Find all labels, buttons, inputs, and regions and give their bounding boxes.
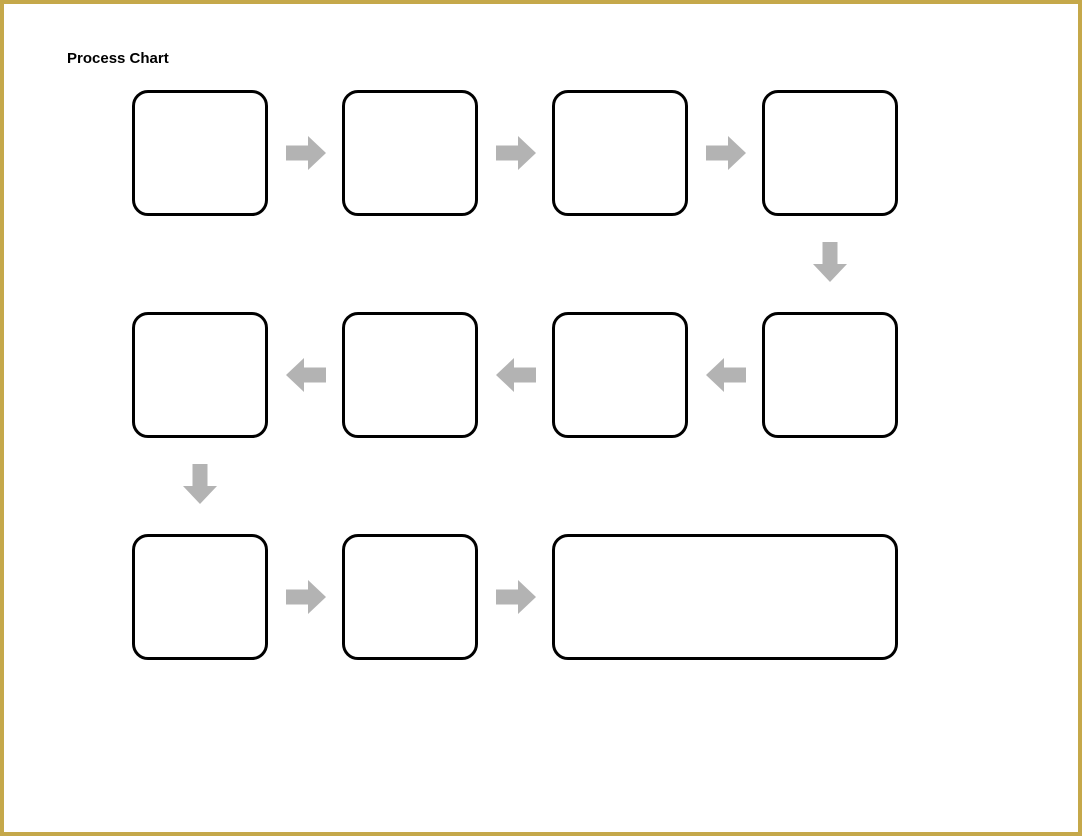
arrow-down-icon: [813, 242, 847, 282]
arrow-left-icon: [706, 358, 746, 392]
arrow-right-icon: [286, 136, 326, 170]
arrow-right-icon: [496, 136, 536, 170]
chart-title: Process Chart: [67, 50, 169, 67]
process-node: [762, 312, 898, 438]
flowchart-canvas: Process Chart: [4, 4, 1078, 832]
process-node: [342, 312, 478, 438]
process-node: [342, 534, 478, 660]
process-node: [552, 534, 898, 660]
process-node: [132, 312, 268, 438]
process-node: [132, 90, 268, 216]
process-node: [552, 90, 688, 216]
outer-frame: Process Chart: [0, 0, 1082, 836]
process-node: [342, 90, 478, 216]
arrow-down-icon: [183, 464, 217, 504]
arrow-left-icon: [286, 358, 326, 392]
process-node: [552, 312, 688, 438]
process-node: [762, 90, 898, 216]
arrow-right-icon: [496, 580, 536, 614]
arrow-left-icon: [496, 358, 536, 392]
process-node: [132, 534, 268, 660]
arrow-right-icon: [706, 136, 746, 170]
arrow-right-icon: [286, 580, 326, 614]
